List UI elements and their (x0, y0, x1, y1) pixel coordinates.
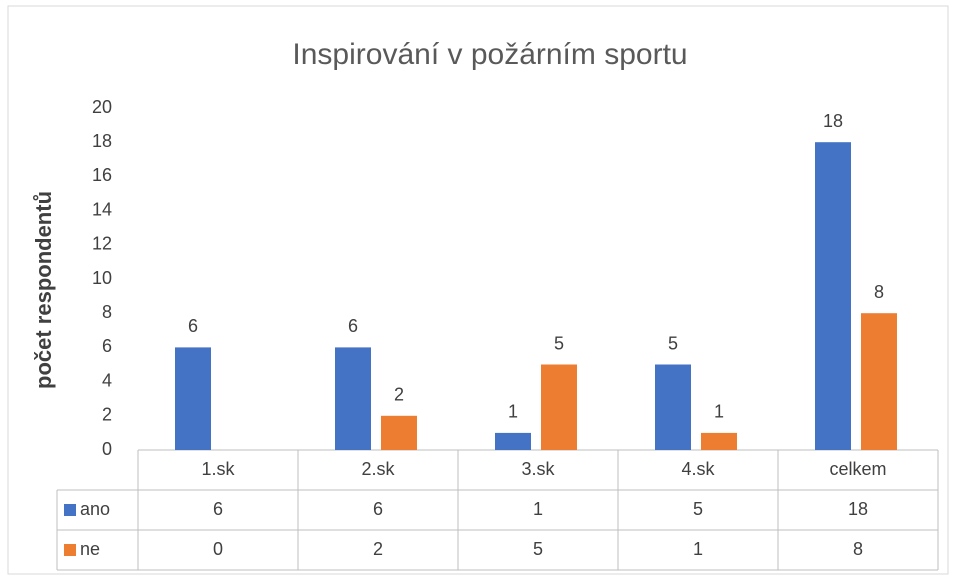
bar (381, 415, 417, 450)
x-tick-label: 2.sk (361, 459, 395, 479)
y-tick-label: 6 (102, 336, 112, 356)
x-tick-label: celkem (829, 459, 886, 479)
y-tick-label: 20 (92, 97, 112, 117)
legend-key (64, 504, 76, 516)
table-cell: 18 (848, 499, 868, 519)
y-tick-label: 4 (102, 370, 112, 390)
x-tick-label: 1.sk (201, 459, 235, 479)
y-axis-title: počet respondentů (31, 191, 56, 389)
y-tick-label: 12 (92, 234, 112, 254)
chart-title: Inspirování v požárním sportu (292, 38, 687, 71)
legend-label: ano (80, 499, 110, 519)
data-label: 1 (508, 402, 518, 422)
table-cell: 5 (693, 499, 703, 519)
bar (541, 364, 577, 450)
table-cell: 5 (533, 539, 543, 559)
table-cell: 1 (693, 539, 703, 559)
data-label: 18 (823, 111, 843, 131)
bar (701, 432, 737, 450)
table-cell: 6 (373, 499, 383, 519)
table-cell: 2 (373, 539, 383, 559)
y-tick-label: 16 (92, 165, 112, 185)
bar (175, 347, 211, 450)
data-label: 5 (668, 333, 678, 353)
x-tick-label: 3.sk (521, 459, 555, 479)
legend-key (64, 544, 76, 556)
table-cell: 1 (533, 499, 543, 519)
y-tick-label: 8 (102, 302, 112, 322)
legend-label: ne (80, 539, 100, 559)
y-tick-label: 10 (92, 268, 112, 288)
table-cell: 0 (213, 539, 223, 559)
data-label: 2 (394, 385, 404, 405)
y-tick-label: 14 (92, 199, 112, 219)
y-tick-label: 2 (102, 405, 112, 425)
y-tick-label: 18 (92, 131, 112, 151)
chart-border (7, 5, 949, 575)
data-label: 1 (714, 402, 724, 422)
bar (495, 432, 531, 450)
data-label: 6 (348, 316, 358, 336)
table-cell: 8 (853, 539, 863, 559)
data-label: 5 (554, 333, 564, 353)
x-tick-label: 4.sk (681, 459, 715, 479)
y-tick-label: 0 (102, 439, 112, 459)
data-label: 6 (188, 316, 198, 336)
bar (815, 142, 851, 450)
bar (335, 347, 371, 450)
data-label: 8 (874, 282, 884, 302)
bar (655, 364, 691, 450)
table-cell: 6 (213, 499, 223, 519)
bar (861, 313, 897, 450)
